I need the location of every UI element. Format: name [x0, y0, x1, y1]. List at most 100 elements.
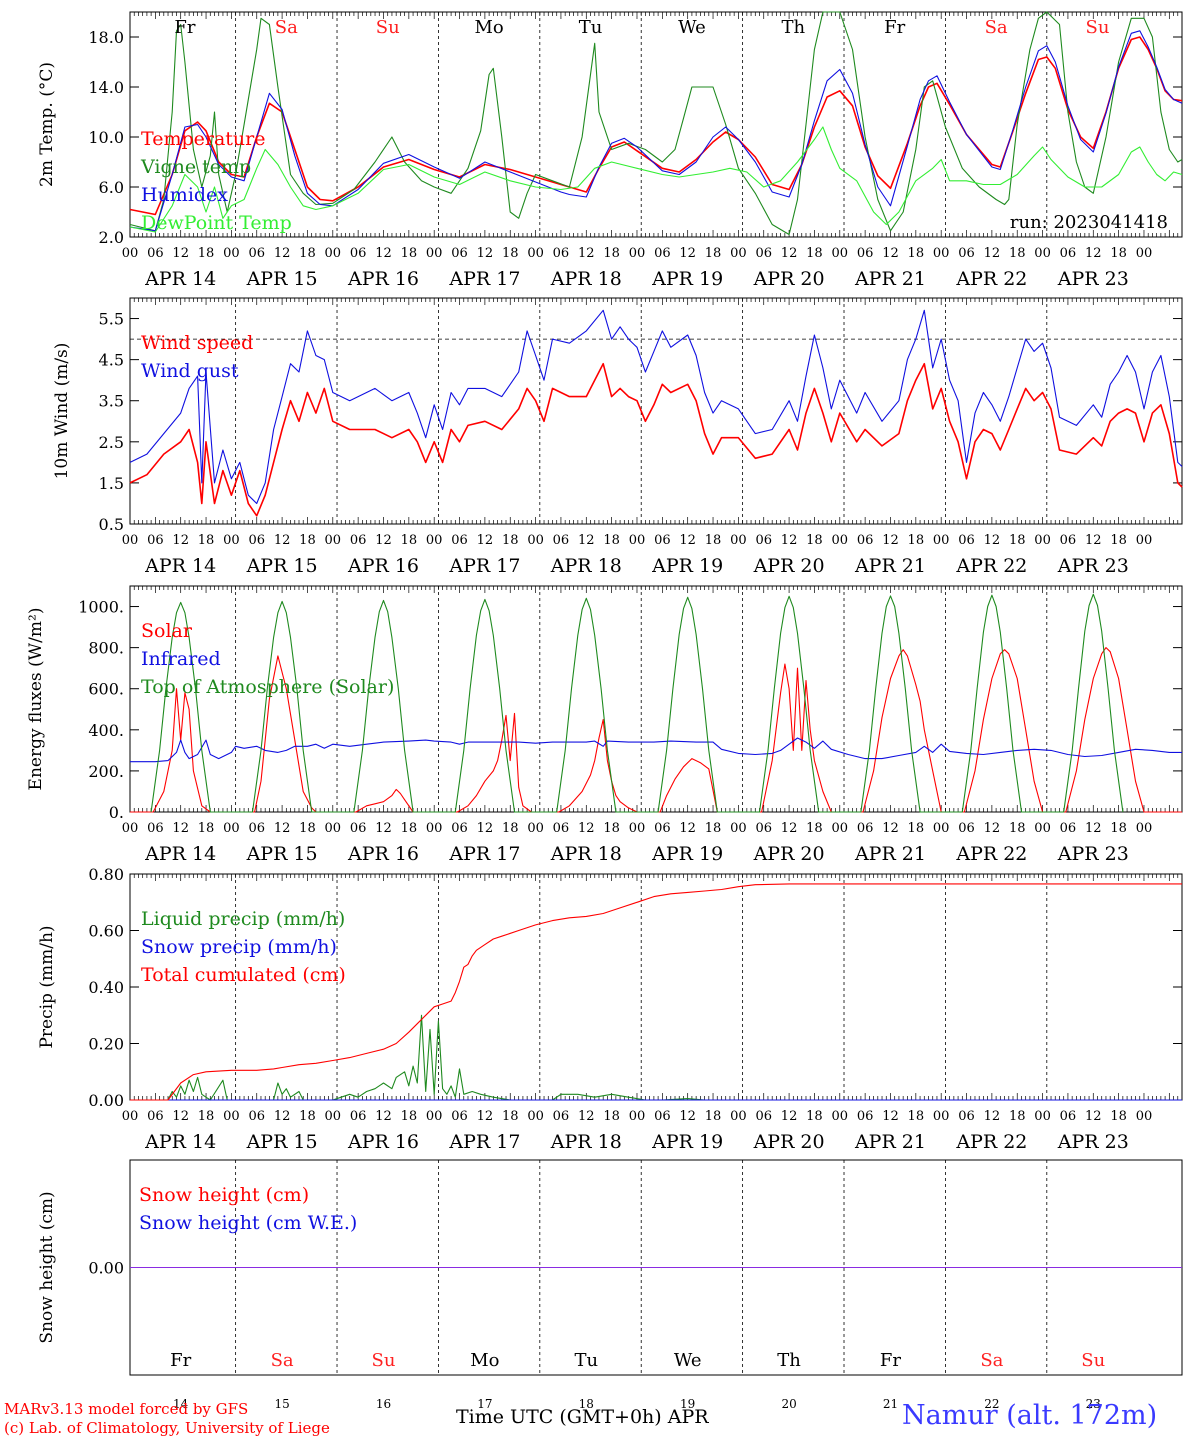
x-hour-label: 18	[1009, 821, 1026, 836]
x-date-label: APR 23	[1057, 1131, 1129, 1153]
x-hour-label: 00	[1136, 533, 1153, 548]
y-tick-label: 0.80	[88, 865, 124, 884]
legend-entry: Temperature	[141, 128, 265, 150]
x-hour-label: 06	[248, 533, 265, 548]
x-hour-label: 06	[958, 821, 975, 836]
x-hour-label: 18	[198, 533, 215, 548]
x-date-label: APR 23	[1057, 843, 1129, 865]
x-hour-label: 12	[781, 533, 798, 548]
x-hour-label: 12	[781, 1109, 798, 1124]
x-date-label: APR 16	[347, 555, 419, 577]
y-tick-label: 5.5	[99, 310, 124, 329]
x-hour-label: 06	[654, 246, 671, 261]
x-hour-label: 00	[933, 246, 950, 261]
x-hour-label: 18	[198, 246, 215, 261]
y-axis-label: 2m Temp. (°C)	[37, 62, 57, 187]
x-day-number: 18	[579, 1397, 594, 1411]
y-tick-label: 600.	[88, 680, 124, 699]
x-day-number: 19	[680, 1397, 695, 1411]
x-hour-label: 18	[806, 533, 823, 548]
y-tick-label: 200.	[88, 762, 124, 781]
x-hour-label: 12	[274, 246, 291, 261]
x-hour-label: 12	[984, 1109, 1001, 1124]
x-hour-label: 18	[1009, 246, 1026, 261]
x-hour-label: 00	[1034, 533, 1051, 548]
y-axis-label: Precip (mm/h)	[37, 925, 57, 1048]
y-tick-label: 800.	[88, 639, 124, 658]
legend-entry: Liquid precip (mm/h)	[141, 908, 345, 930]
x-hour-label: 06	[857, 533, 874, 548]
weekday-label: Sa	[985, 17, 1008, 38]
x-hour-label: 06	[755, 1109, 772, 1124]
series-line	[129, 309, 1183, 505]
x-hour-label: 00	[122, 821, 139, 836]
x-hour-label: 12	[274, 821, 291, 836]
x-date-label: APR 17	[448, 268, 520, 290]
x-hour-label: 12	[781, 821, 798, 836]
x-hour-label: 06	[654, 821, 671, 836]
x-hour-label: 00	[325, 821, 342, 836]
panel-1: 2.0 6.0 10.0 14.0 18.0 2m Temp. (°C) Temperatu…	[37, 11, 1183, 290]
legend-entry: Total cumulated (cm)	[141, 964, 346, 986]
x-hour-label: 12	[578, 533, 595, 548]
x-hour-label: 06	[958, 533, 975, 548]
x-hour-label: 12	[274, 1109, 291, 1124]
x-hour-label: 12	[274, 533, 291, 548]
x-day-number: 20	[781, 1397, 796, 1411]
weekday-label: Sa	[980, 1350, 1003, 1371]
x-hour-label: 18	[401, 246, 418, 261]
legend-entry: Snow precip (mm/h)	[141, 936, 337, 958]
series-line	[130, 647, 1182, 813]
panel-4: 0.00 0.20 0.40 0.60 0.80 Precip (mm/h) Liquid …	[37, 865, 1183, 1153]
legend-entry: Wind gust	[141, 360, 239, 382]
x-date-label: APR 17	[448, 1131, 520, 1153]
model-credit: MARv3.13 model forced by GFS (c) Lab. of…	[4, 1400, 330, 1438]
x-date-label: APR 15	[246, 555, 318, 577]
x-date-label: APR 15	[246, 268, 318, 290]
x-hour-label: 06	[553, 1109, 570, 1124]
x-hour-label: 18	[908, 1109, 925, 1124]
x-hour-label: 00	[223, 246, 240, 261]
x-hour-label: 00	[832, 821, 849, 836]
x-hour-label: 12	[477, 533, 494, 548]
x-hour-label: 12	[679, 246, 696, 261]
x-hour-label: 00	[1136, 246, 1153, 261]
x-hour-label: 00	[1136, 1109, 1153, 1124]
x-hour-label: 12	[679, 533, 696, 548]
x-hour-label: 06	[1060, 821, 1077, 836]
y-tick-label: 3.5	[99, 392, 124, 411]
x-hour-label: 00	[122, 246, 139, 261]
legend-entry: Vigne temp	[140, 156, 251, 178]
x-hour-label: 00	[933, 533, 950, 548]
x-hour-label: 00	[325, 246, 342, 261]
x-hour-label: 12	[1085, 1109, 1102, 1124]
x-hour-label: 00	[832, 533, 849, 548]
weekday-label: Sa	[271, 1350, 294, 1371]
x-date-label: APR 14	[144, 268, 216, 290]
x-hour-label: 00	[223, 821, 240, 836]
x-hour-label: 18	[502, 821, 519, 836]
x-date-label: APR 20	[753, 268, 825, 290]
y-axis-label: Energy fluxes (W/m²)	[26, 608, 46, 791]
x-hour-label: 12	[984, 533, 1001, 548]
x-day-number: 15	[274, 1397, 289, 1411]
x-hour-label: 12	[578, 1109, 595, 1124]
x-hour-label: 18	[502, 533, 519, 548]
x-hour-label: 12	[1085, 533, 1102, 548]
x-hour-label: 12	[477, 246, 494, 261]
legend-entry: Top of Atmosphere (Solar)	[141, 676, 394, 698]
x-date-label: APR 21	[854, 268, 926, 290]
x-date-label: APR 15	[246, 843, 318, 865]
x-hour-label: 00	[426, 821, 443, 836]
x-hour-label: 12	[578, 246, 595, 261]
y-tick-label: 0.00	[88, 1259, 124, 1278]
x-hour-label: 18	[1110, 533, 1127, 548]
x-hour-label: 06	[350, 533, 367, 548]
x-hour-label: 06	[654, 1109, 671, 1124]
series-line	[130, 883, 1182, 1101]
x-hour-label: 06	[248, 246, 265, 261]
x-date-label: APR 22	[955, 1131, 1027, 1153]
y-tick-label: 6.0	[99, 178, 124, 197]
x-hour-label: 00	[426, 533, 443, 548]
series-line	[129, 30, 1183, 232]
